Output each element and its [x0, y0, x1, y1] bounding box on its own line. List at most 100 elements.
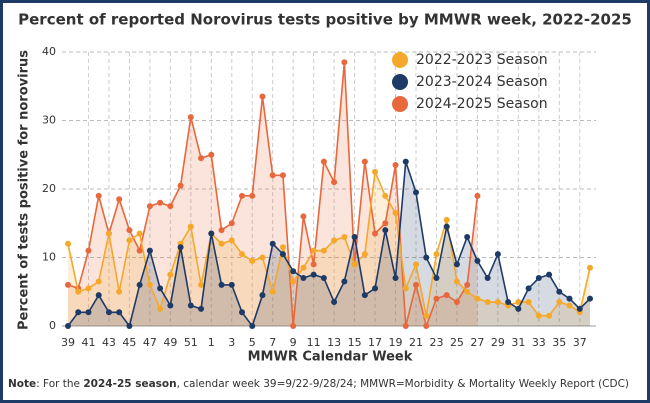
data-point [515, 299, 522, 306]
data-point [105, 309, 112, 316]
y-tick-label: 40 [42, 45, 56, 58]
data-point [443, 292, 450, 299]
data-point [177, 182, 184, 189]
data-point [546, 271, 553, 278]
data-point [167, 271, 174, 278]
data-point [136, 230, 143, 237]
data-point [187, 114, 194, 121]
data-point [474, 295, 481, 302]
data-point [515, 305, 522, 312]
data-point [423, 312, 430, 319]
data-point [146, 203, 153, 210]
data-point [525, 285, 532, 292]
data-point [167, 203, 174, 210]
data-point [587, 295, 593, 302]
data-point [95, 192, 102, 199]
data-point [95, 292, 102, 299]
data-point [177, 244, 184, 251]
legend-marker [392, 52, 408, 68]
data-point [320, 247, 327, 254]
data-point [85, 247, 92, 254]
x-tick-label: 3 [228, 336, 235, 349]
y-tick-label: 30 [42, 114, 56, 127]
data-point [351, 233, 358, 240]
data-point [259, 93, 266, 100]
data-point [443, 223, 450, 230]
data-point [65, 323, 71, 329]
series-line [67, 161, 591, 328]
data-point [361, 158, 368, 165]
x-tick-label: 41 [81, 336, 95, 349]
data-point [116, 196, 123, 203]
data-point [116, 309, 123, 316]
data-point [85, 285, 92, 292]
data-point [239, 309, 245, 316]
data-point [228, 237, 235, 244]
x-tick-label: 43 [102, 336, 116, 349]
note: Note: For the 2024-25 season, calendar w… [8, 378, 629, 390]
legend-label: 2022-2023 Season [416, 52, 548, 68]
x-tick-label: 27 [470, 336, 484, 349]
data-point [566, 302, 573, 309]
x-tick-label: 1 [208, 336, 215, 349]
data-point [105, 230, 112, 237]
data-point [433, 251, 440, 258]
x-tick-label: 47 [143, 336, 157, 349]
data-point [136, 281, 143, 288]
x-tick-label: 7 [269, 336, 276, 349]
data-point [392, 162, 399, 169]
x-tick-label: 11 [307, 336, 321, 349]
x-tick-label: 49 [163, 336, 177, 349]
data-point [402, 158, 409, 165]
data-point [126, 323, 133, 329]
data-point [505, 299, 512, 306]
data-point [198, 155, 205, 162]
data-point [65, 281, 71, 288]
data-point [228, 220, 235, 227]
data-point [331, 237, 338, 244]
data-point [290, 268, 297, 275]
data-point [566, 295, 573, 302]
x-tick-label: 21 [409, 336, 423, 349]
data-point [310, 261, 317, 268]
data-point [402, 323, 409, 329]
data-point [464, 233, 471, 240]
data-point [320, 158, 327, 165]
data-point [126, 237, 133, 244]
data-point [290, 278, 297, 285]
data-point [341, 233, 348, 240]
data-point [95, 278, 102, 285]
data-point [372, 168, 379, 175]
data-point [75, 288, 82, 295]
data-point [392, 275, 399, 282]
data-point [65, 240, 71, 247]
data-point [249, 257, 256, 264]
data-point [413, 261, 419, 268]
series-area [68, 171, 590, 326]
data-point [126, 227, 133, 234]
x-tick-label: 15 [348, 336, 362, 349]
data-point [218, 281, 225, 288]
x-tick-label: 5 [249, 336, 256, 349]
data-point [361, 292, 368, 299]
data-point [433, 275, 440, 282]
data-point [433, 295, 440, 302]
data-point [187, 302, 194, 309]
data-point [146, 247, 153, 254]
x-tick-label: 33 [532, 336, 546, 349]
y-tick-label: 20 [42, 182, 56, 195]
data-point [453, 299, 460, 306]
data-point [331, 299, 338, 306]
note-text: , calendar week 39=9/22-9/28/24; MMWR=Mo… [177, 378, 629, 390]
x-tick-label: 31 [511, 336, 525, 349]
y-tick-label: 0 [49, 319, 56, 332]
data-point [413, 189, 419, 196]
y-axis-label: Percent of tests positive for norovirus [17, 50, 32, 330]
data-point [372, 285, 379, 292]
data-point [208, 230, 215, 237]
data-point [464, 281, 471, 288]
data-point [310, 271, 317, 278]
data-point [587, 264, 593, 271]
legend-marker [392, 74, 408, 90]
